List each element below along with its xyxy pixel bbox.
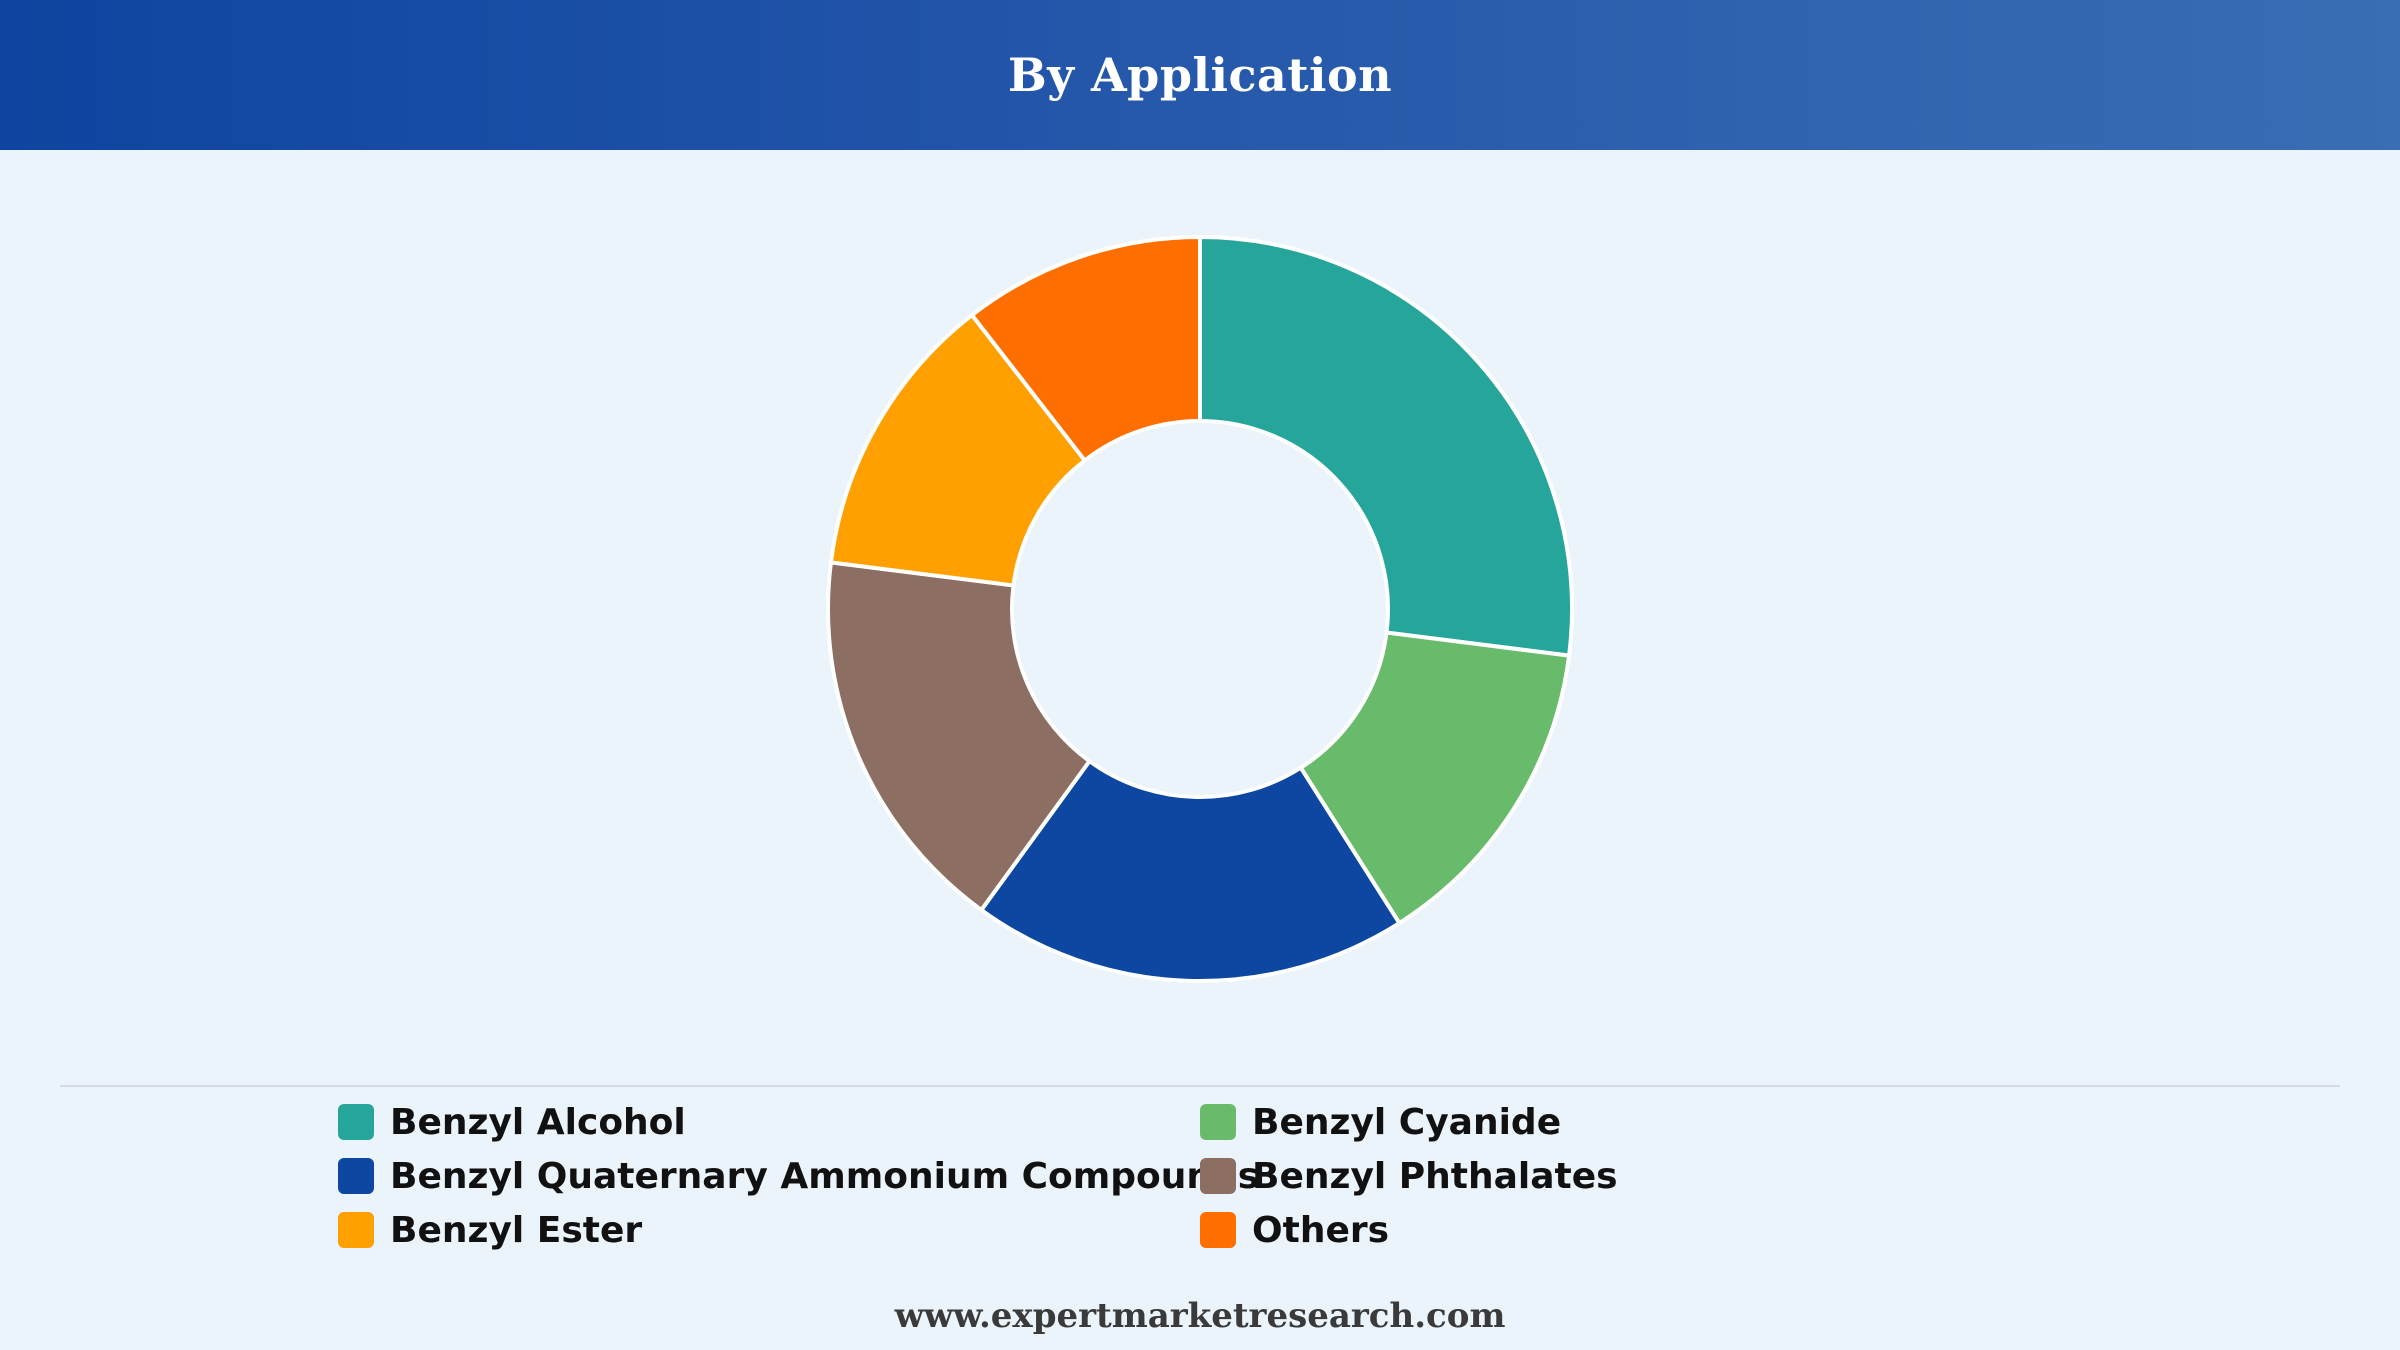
legend-swatch: [1200, 1104, 1236, 1140]
legend-item-benzyl-phthalates: Benzyl Phthalates: [1200, 1149, 1638, 1203]
chart-title: By Application: [1007, 48, 1393, 102]
legend-item-benzyl-quaternary-ammonium-compounds: Benzyl Quaternary Ammonium Compounds: [338, 1149, 1259, 1203]
legend-divider: [60, 1085, 2340, 1087]
slice-benzyl-ester: [828, 313, 1087, 588]
slice-benzyl-alcohol: [1198, 235, 1575, 658]
legend-label: Benzyl Cyanide: [1252, 1101, 1562, 1143]
legend-swatch: [338, 1212, 374, 1248]
legend-item-benzyl-cyanide: Benzyl Cyanide: [1200, 1095, 1638, 1149]
legend-label: Benzyl Ester: [390, 1209, 643, 1251]
chart-area: [0, 150, 2400, 1080]
slice-others: [969, 235, 1202, 463]
legend-label: Benzyl Phthalates: [1252, 1155, 1618, 1197]
legend-item-benzyl-ester: Benzyl Ester: [338, 1203, 1200, 1257]
legend-swatch: [1200, 1158, 1236, 1194]
legend-label: Benzyl Quaternary Ammonium Compounds: [390, 1155, 1260, 1197]
slice-benzyl-quaternary-ammonium-compounds: [979, 759, 1402, 983]
chart-header: By Application: [0, 0, 2400, 150]
legend-label: Benzyl Alcohol: [390, 1101, 686, 1143]
legend-label: Others: [1252, 1209, 1390, 1251]
slice-benzyl-phthalates: [826, 560, 1092, 912]
slice-benzyl-cyanide: [1298, 630, 1572, 926]
chart-legend: Benzyl Alcohol Benzyl Cyanide Benzyl Quate…: [338, 1095, 1638, 1257]
legend-swatch: [338, 1104, 374, 1140]
legend-item-others: Others: [1200, 1203, 1638, 1257]
legend-swatch: [1200, 1212, 1236, 1248]
legend-swatch: [338, 1158, 374, 1194]
footer-url: www.expertmarketresearch.com: [894, 1296, 1506, 1336]
donut-chart: [826, 235, 1575, 983]
legend-item-benzyl-alcohol: Benzyl Alcohol: [338, 1095, 1200, 1149]
